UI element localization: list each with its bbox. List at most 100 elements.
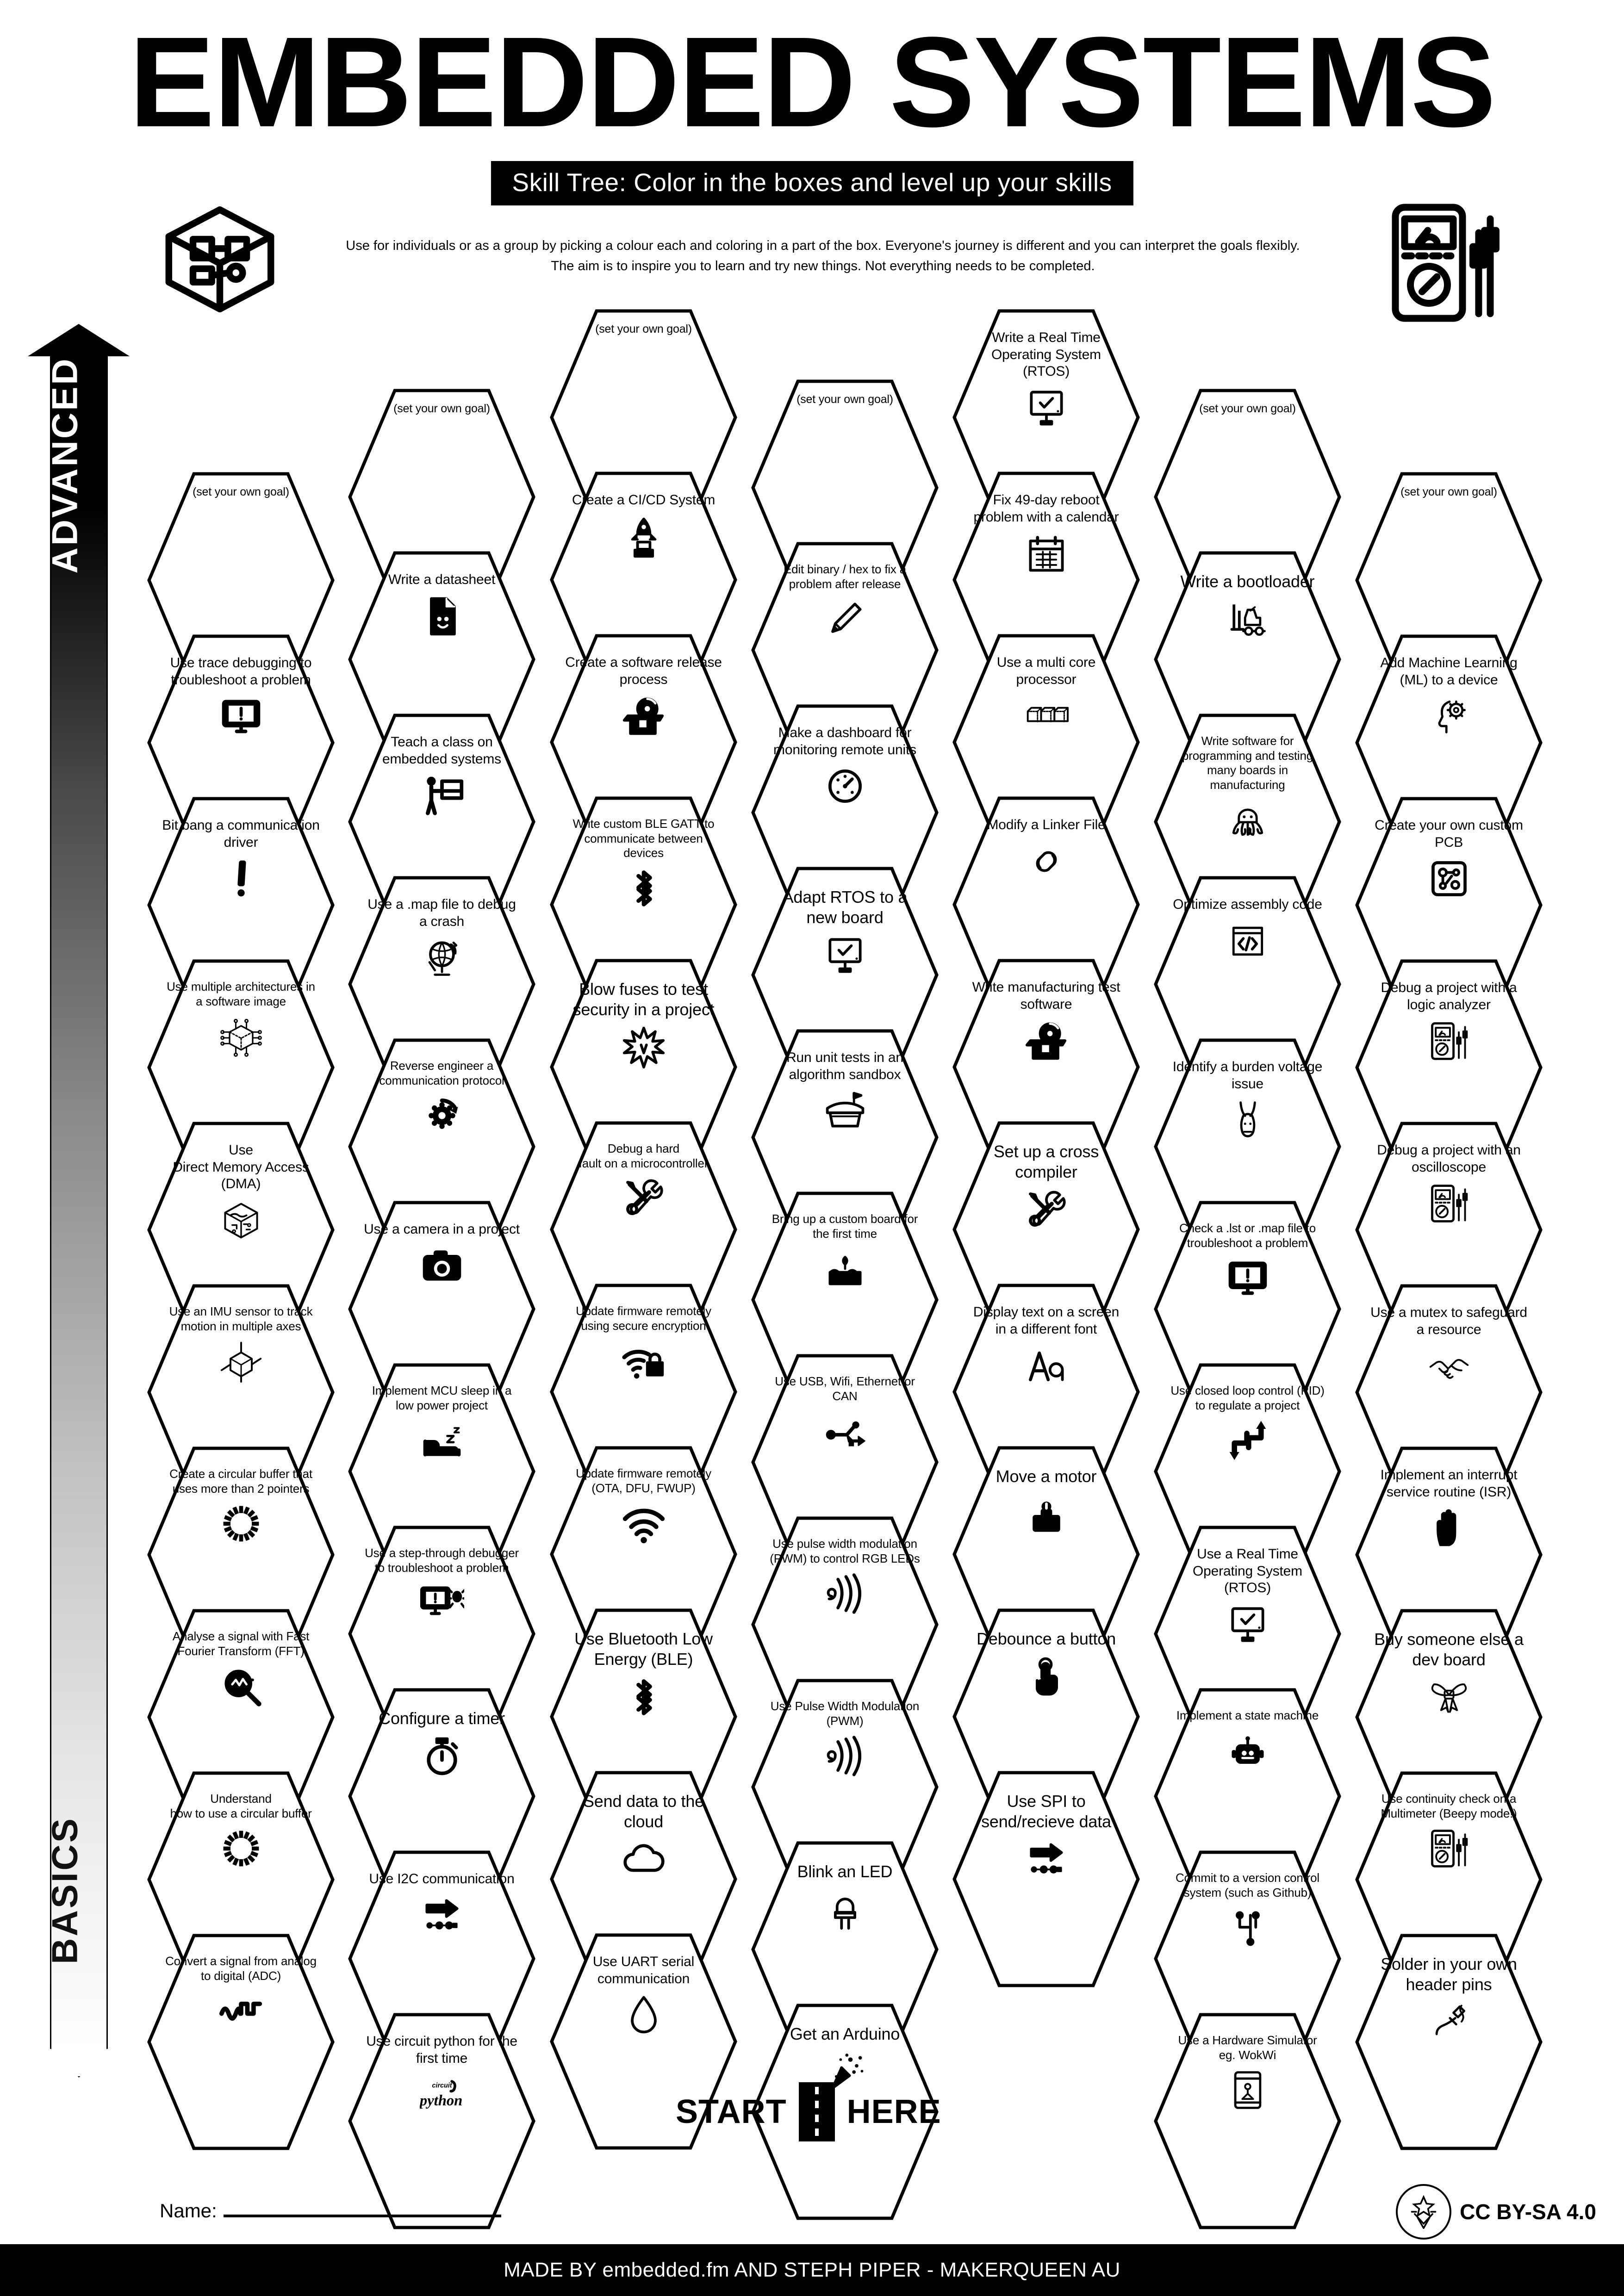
skill-hex-c4-r9[interactable]: Use Pulse Width Modulation (PWM) xyxy=(751,1679,939,1895)
skill-hex-c7-r5[interactable]: Debug a project with an oscilloscope xyxy=(1355,1122,1543,1338)
hex-content: Update firmware remotely using secure en… xyxy=(563,1304,724,1480)
skill-hex-c3-r9[interactable]: Use Bluetooth Low Energy (BLE) xyxy=(550,1608,737,1825)
skill-hex-c4-r3[interactable]: Make a dashboard for monitoring remote u… xyxy=(751,704,939,921)
hex-content: Add Machine Learning (ML) to a device xyxy=(1368,655,1530,831)
skill-hex-c7-r10[interactable]: Solder in your own header pins xyxy=(1355,1934,1543,2150)
skill-hex-c2-r4[interactable]: Use a .map file to debug a crash xyxy=(348,876,535,1092)
hex-content: Use USB, Wifi, Ethernet or CAN xyxy=(764,1374,926,1550)
hex-content: Update firmware remotely (OTA, DFU, FWUP… xyxy=(563,1466,724,1642)
skill-hex-c4-r10[interactable]: Blink an LED xyxy=(751,1841,939,2058)
skill-label: Use I2C communication xyxy=(369,1871,515,1886)
monitor-check-icon xyxy=(1226,1602,1270,1647)
skill-hex-c5-r3[interactable]: Use a multi core processor xyxy=(952,634,1140,850)
hex-content: Use Pulse Width Modulation (PWM) xyxy=(764,1699,926,1875)
skill-hex-c7-r9[interactable]: Use continuity check on a Multimeter (Be… xyxy=(1355,1771,1543,1988)
hex-content: Reverse engineer a communication protoco… xyxy=(361,1059,523,1235)
skill-hex-c4-r4[interactable]: Adapt RTOS to a new board xyxy=(751,867,939,1083)
skill-label: Send data to the cloud xyxy=(583,1792,704,1831)
skill-label: Write manufacturing test software xyxy=(972,980,1120,1012)
skill-hex-c2-r7[interactable]: Implement MCU sleep in a low power proje… xyxy=(348,1363,535,1580)
name-input-line[interactable] xyxy=(223,2215,501,2217)
analog-digital-icon xyxy=(219,1989,263,2033)
skill-hex-c1-r2[interactable]: Use trace debugging to troubleshoot a pr… xyxy=(147,634,335,851)
hex-content: Blow fuses to test security in a project xyxy=(563,979,724,1155)
hex-content: Write a Real Time Operating System (RTOS… xyxy=(965,329,1127,505)
hand-stop-icon xyxy=(1427,1506,1471,1551)
button-press-icon xyxy=(1024,1655,1069,1699)
skill-hex-c4-r7[interactable]: Use USB, Wifi, Ethernet or CAN xyxy=(751,1354,939,1570)
name-field-row[interactable]: Name: xyxy=(160,2200,501,2222)
stopwatch-icon xyxy=(420,1734,464,1779)
hex-content: Use I2C communication xyxy=(361,1871,523,2047)
skill-hex-c1-r1[interactable]: (set your own goal) xyxy=(147,472,335,689)
skill-hex-c5-r7[interactable]: Display text on a screen in a different … xyxy=(952,1284,1140,1500)
hex-content: Create a software release process xyxy=(563,654,724,830)
pwm-wave-icon xyxy=(823,1734,867,1778)
skill-hex-c6-r7[interactable]: Use closed loop control (PID) to regulat… xyxy=(1154,1363,1341,1580)
skill-hex-c3-r11[interactable]: Use UART serial communication xyxy=(550,1933,737,2150)
skill-label: Write a Real Time Operating System (RTOS… xyxy=(991,330,1101,379)
skill-hex-c5-r1[interactable]: Write a Real Time Operating System (RTOS… xyxy=(952,309,1140,526)
skill-hex-c7-r3[interactable]: Create your own custom PCB xyxy=(1355,797,1543,1013)
skill-label: Implement MCU sleep in a low power proje… xyxy=(372,1384,512,1412)
road-icon xyxy=(798,2082,835,2141)
skill-hex-c3-r8[interactable]: Update firmware remotely (OTA, DFU, FWUP… xyxy=(550,1446,737,1663)
skill-hex-c2-r3[interactable]: Teach a class on embedded systems xyxy=(348,714,535,930)
skill-hex-c6-r11[interactable]: Use a Hardware Simulator eg. WokWi xyxy=(1154,2013,1341,2229)
skill-hex-c5-r4[interactable]: Modify a Linker File xyxy=(952,796,1140,1013)
skill-hex-c3-r6[interactable]: Debug a hard fault on a microcontroller xyxy=(550,1121,737,1338)
code-window-icon xyxy=(1226,919,1270,963)
skill-hex-c4-r2[interactable]: Edit binary / hex to fix a problem after… xyxy=(751,542,939,758)
skill-label: Set up a cross compiler xyxy=(993,1142,1099,1181)
skill-hex-c1-r6[interactable]: Use an IMU sensor to track motion in mul… xyxy=(147,1284,335,1501)
multimeter-icon xyxy=(1427,1019,1471,1063)
skill-hex-c6-r8[interactable]: Use a Real Time Operating System (RTOS) xyxy=(1154,1526,1341,1742)
skill-hex-c3-r7[interactable]: Update firmware remotely using secure en… xyxy=(550,1284,737,1500)
skill-hex-c7-r7[interactable]: Implement an interrupt service routine (… xyxy=(1355,1446,1543,1663)
hex-content: Debug a hard fault on a microcontroller xyxy=(563,1142,724,1317)
hex-content: Get an Arduino xyxy=(764,2024,926,2200)
skill-hex-c5-r6[interactable]: Set up a cross compiler xyxy=(952,1121,1140,1338)
skill-hex-c3-r5[interactable]: Blow fuses to test security in a project xyxy=(550,959,737,1175)
skill-label: Edit binary / hex to fix a problem after… xyxy=(783,562,907,591)
monitor-check-icon xyxy=(823,933,867,978)
skill-hex-c2-r11[interactable]: Use circuit python for the first time cir… xyxy=(348,2013,535,2229)
hex-content: Use multiple architectures in a software… xyxy=(160,980,322,1155)
hex-content: Commit to a version control system (such… xyxy=(1167,1871,1328,2047)
hex-content: Move a motor xyxy=(965,1466,1127,1642)
hex-content: Use continuity check on a Multimeter (Be… xyxy=(1368,1792,1530,1967)
skill-label: Use closed loop control (PID) to regulat… xyxy=(1170,1384,1325,1412)
skill-hex-c2-r5[interactable]: Reverse engineer a communication protoco… xyxy=(348,1038,535,1255)
skill-hex-c6-r2[interactable]: Write a bootloader xyxy=(1154,551,1341,768)
circuit-cube-icon xyxy=(219,1014,263,1059)
skill-hex-c2-r6[interactable]: Use a camera in a project xyxy=(348,1201,535,1417)
skill-hex-c1-r3[interactable]: Bit bang a communication driver xyxy=(147,797,335,1013)
handshake-icon xyxy=(1427,1344,1471,1388)
circuitpython-icon: circuit python xyxy=(420,2073,464,2117)
skill-hex-c6-r6[interactable]: Check a .lst or .map file to troubleshoo… xyxy=(1154,1201,1341,1417)
license-block: CC BY-SA 4.0 xyxy=(1396,2184,1596,2240)
skill-hex-c6-r4[interactable]: Optimize assembly code xyxy=(1154,876,1341,1092)
skill-label: (set your own goal) xyxy=(1400,485,1497,498)
skill-hex-c4-r8[interactable]: Use pulse width modulation (PWM) to cont… xyxy=(751,1516,939,1733)
skill-label: Adapt RTOS to a new board xyxy=(782,887,908,927)
skill-label: Get an Arduino xyxy=(790,2024,900,2043)
skill-hex-c2-r8[interactable]: Use a step-through debugger to troublesh… xyxy=(348,1526,535,1742)
skill-label: Commit to a version control system (such… xyxy=(1175,1871,1320,1899)
skill-hex-c1-r10[interactable]: Convert a signal from analog to digital … xyxy=(147,1934,335,2150)
skill-hex-c7-r1[interactable]: (set your own goal) xyxy=(1355,472,1543,689)
skill-hex-c4-r11[interactable]: Get an Arduino xyxy=(751,2004,939,2220)
skill-hex-c6-r10[interactable]: Commit to a version control system (such… xyxy=(1154,1850,1341,2067)
skill-hex-c3-r2[interactable]: Create a CI/CD System xyxy=(550,472,737,688)
document-icon xyxy=(420,594,464,639)
skill-hex-c5-r10[interactable]: Use SPI to send/recieve data xyxy=(952,1771,1140,1987)
multimeter-icon xyxy=(1427,1181,1471,1226)
skill-hex-c5-r9[interactable]: Debounce a button xyxy=(952,1608,1140,1825)
skill-hex-c7-r2[interactable]: Add Machine Learning (ML) to a device xyxy=(1355,634,1543,851)
skill-label: (set your own goal) xyxy=(393,402,490,415)
simulator-icon xyxy=(1226,2068,1270,2112)
hex-content: Debug a project with an oscilloscope xyxy=(1368,1142,1530,1318)
skill-hex-c7-r4[interactable]: Debug a project with a logic analyzer xyxy=(1355,959,1543,1176)
skill-hex-c2-r1[interactable]: (set your own goal) xyxy=(348,389,535,605)
hex-content: Write a datasheet xyxy=(361,571,523,747)
